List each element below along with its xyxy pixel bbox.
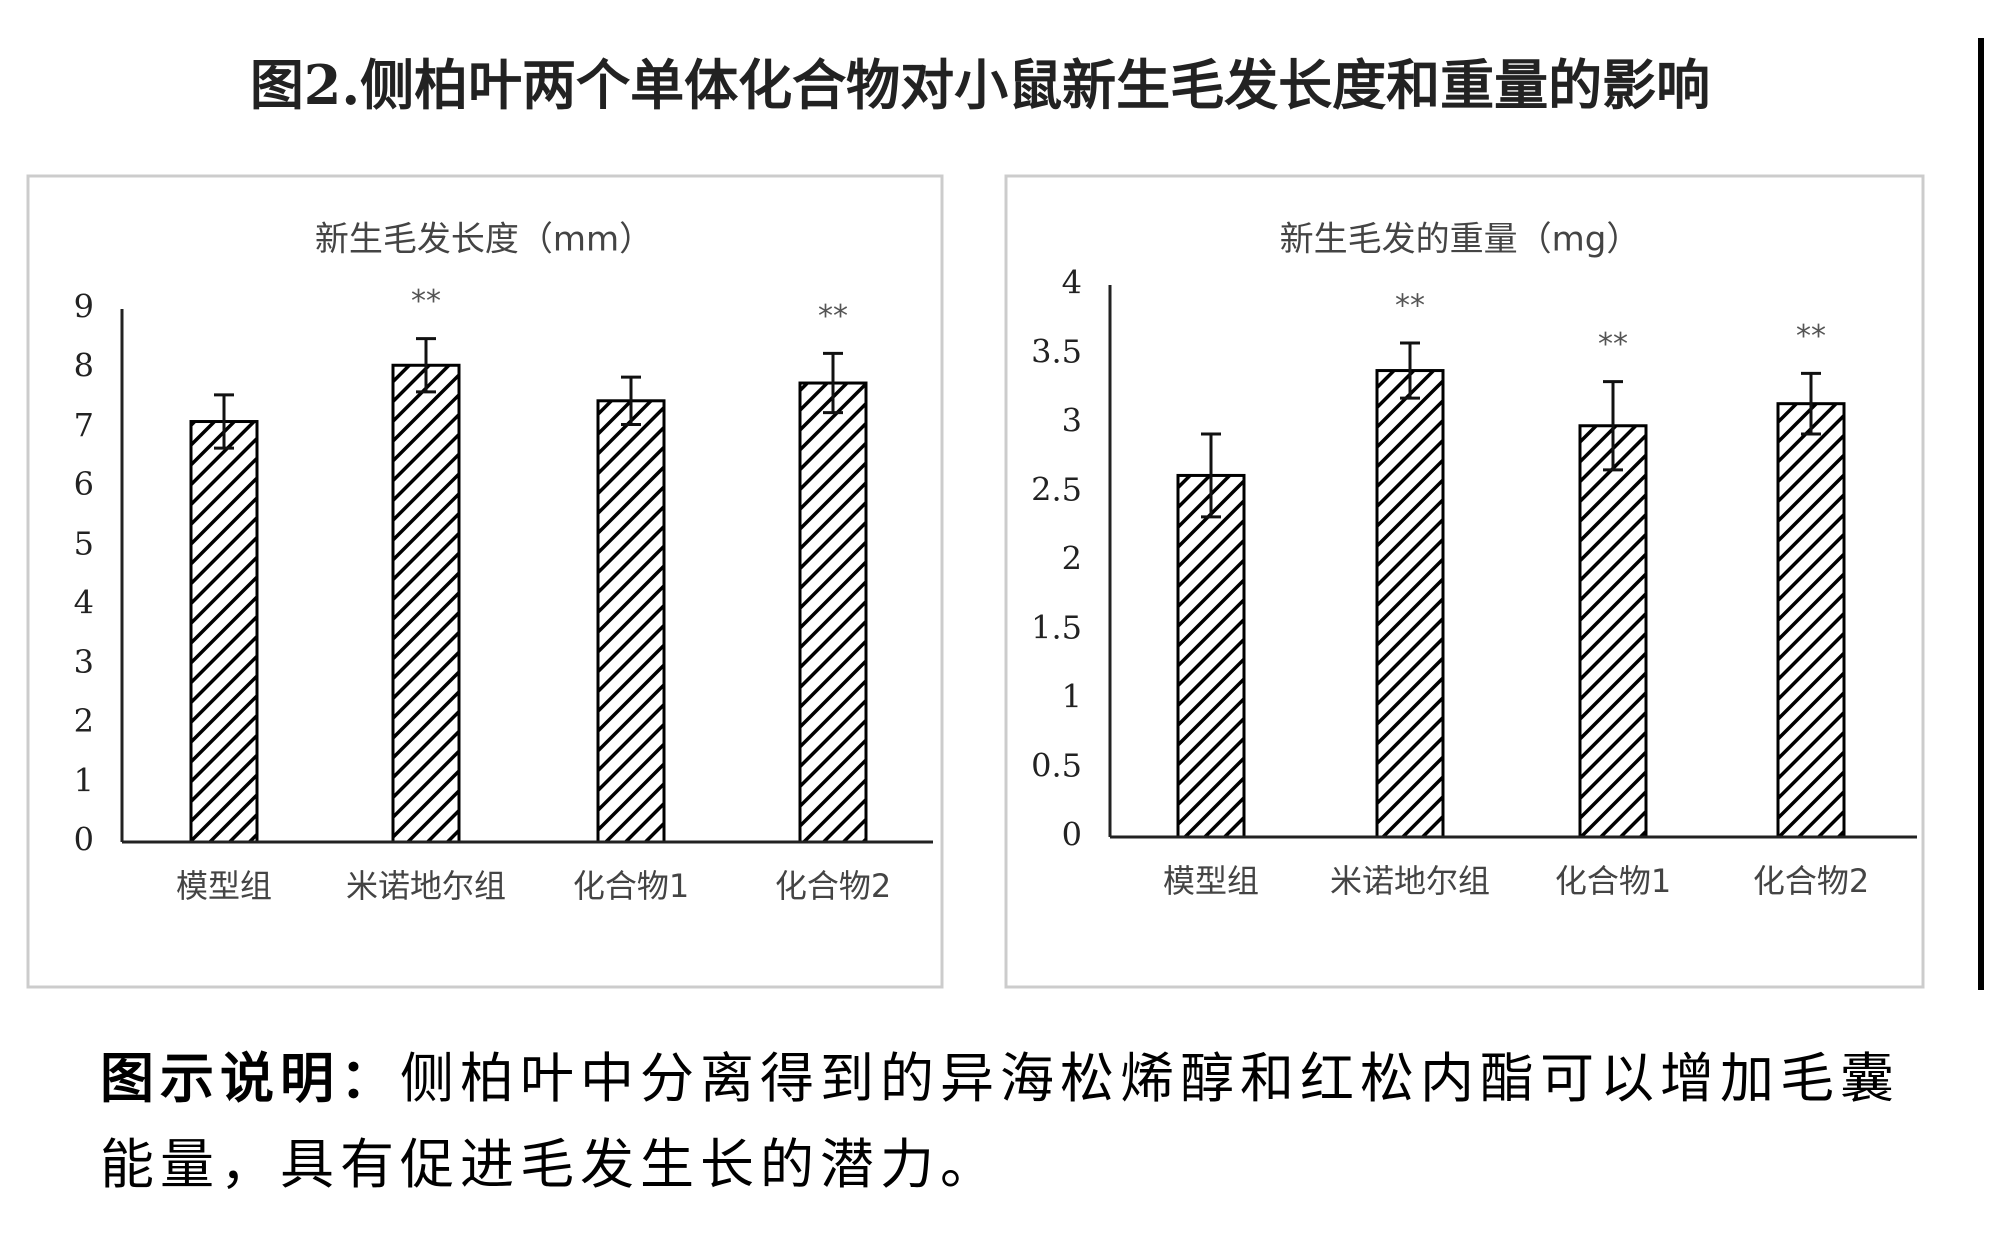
error-bar	[214, 393, 234, 450]
y-tick-label: 6	[74, 465, 94, 503]
y-tick-label: 1	[1062, 678, 1082, 716]
y-tick-label: 2.5	[1031, 471, 1082, 509]
error-bar	[621, 375, 641, 426]
chart-title: 新生毛发长度（mm）	[315, 220, 653, 260]
y-tick-label: 2	[74, 702, 94, 740]
bar	[1578, 424, 1648, 839]
y-tick-label: 1.5	[1031, 609, 1082, 647]
significance-label: **	[1598, 327, 1628, 362]
bar	[1776, 402, 1846, 839]
x-tick-label: 模型组	[176, 867, 272, 905]
error-bar	[1400, 341, 1420, 400]
error-bar	[823, 351, 843, 415]
caption-text: 侧柏叶中分离得到的异海松烯醇和红松内酯可以增加毛囊能量，具有促进毛发生长的潜力。	[100, 1047, 1900, 1196]
y-tick-label: 0.5	[1031, 747, 1082, 785]
y-tick-label: 3.5	[1031, 333, 1082, 371]
y-tick-label: 8	[74, 347, 94, 385]
bar	[189, 420, 259, 844]
y-tick-label: 4	[74, 584, 94, 622]
y-tick-label: 4	[1062, 264, 1082, 302]
y-tick-label: 3	[1062, 402, 1082, 440]
y-tick-label: 5	[74, 524, 94, 562]
bar	[1176, 473, 1246, 839]
y-tick-label: 1	[74, 761, 94, 799]
significance-label: **	[1395, 288, 1425, 323]
bar	[596, 399, 666, 844]
significance-label: **	[1796, 319, 1826, 354]
caption-label: 图示说明：	[100, 1047, 400, 1110]
y-tick-label: 7	[74, 406, 94, 444]
x-tick-label: 化合物2	[1753, 862, 1869, 900]
significance-label: **	[818, 299, 848, 334]
x-tick-label: 化合物1	[573, 867, 689, 905]
y-tick-label: 0	[74, 821, 94, 859]
caption: 图示说明：侧柏叶中分离得到的异海松烯醇和红松内酯可以增加毛囊能量，具有促进毛发生…	[100, 1036, 1940, 1208]
significance-label: **	[411, 284, 441, 319]
chart-frame	[1004, 174, 1925, 989]
chart-title: 新生毛发的重量（mg）	[1280, 220, 1641, 260]
x-tick-label: 化合物1	[1555, 862, 1671, 900]
figure-title: 图2.侧柏叶两个单体化合物对小鼠新生毛发长度和重量的影响	[250, 53, 1710, 117]
bar	[1375, 369, 1445, 839]
chart-frame	[26, 174, 944, 989]
error-bar	[416, 337, 436, 394]
x-tick-label: 化合物2	[775, 867, 891, 905]
y-tick-label: 9	[74, 288, 94, 326]
x-tick-label: 模型组	[1163, 862, 1259, 900]
y-tick-label: 3	[74, 643, 94, 681]
y-tick-label: 0	[1062, 816, 1082, 854]
x-tick-label: 米诺地尔组	[1330, 862, 1490, 900]
error-bar	[1603, 380, 1623, 472]
bar	[798, 381, 868, 844]
error-bar	[1801, 371, 1821, 436]
figure: 图2.侧柏叶两个单体化合物对小鼠新生毛发长度和重量的影响 新生毛发长度（mm） 0…	[26, 38, 1984, 990]
error-bar	[1201, 432, 1221, 519]
y-tick-label: 2	[1062, 540, 1082, 578]
bar	[391, 363, 461, 844]
x-tick-label: 米诺地尔组	[346, 867, 506, 905]
